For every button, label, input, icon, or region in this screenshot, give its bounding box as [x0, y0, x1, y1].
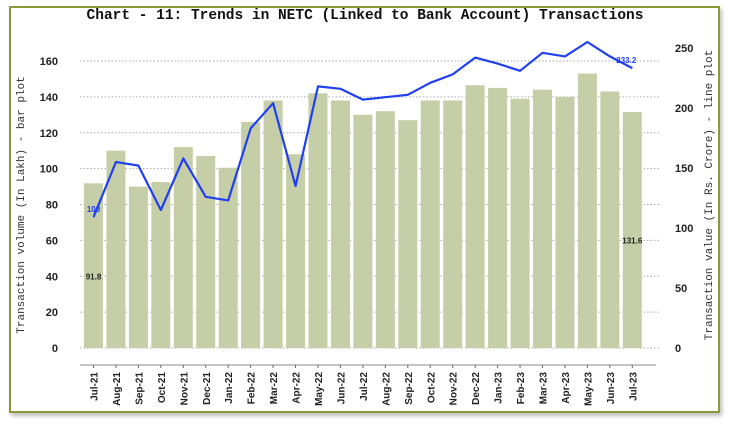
x-tick-label: Oct-21: [157, 372, 168, 404]
bar-Oct-21: [151, 182, 171, 348]
bar-Mar-23: [533, 89, 552, 348]
x-tick-label: Apr-22: [292, 372, 303, 404]
x-tick-label: Aug-22: [381, 372, 392, 406]
bar-Oct-22: [420, 100, 440, 349]
x-tick-label: Nov-21: [179, 372, 190, 406]
bar-Jan-22: [218, 167, 238, 348]
x-tick-label: Jul-23: [628, 372, 639, 401]
y-right-tick-label: 150: [675, 163, 693, 175]
bar-Apr-22: [286, 154, 306, 348]
y-left-tick-label: 20: [46, 307, 58, 319]
y-left-tick-label: 0: [52, 343, 58, 355]
x-tick-label: May-23: [583, 372, 594, 406]
chart-title: Chart - 11: Trends in NETC (Linked to Ba…: [86, 8, 644, 24]
bar-Nov-22: [443, 100, 463, 349]
y-right-tick-label: 100: [675, 223, 693, 235]
bar-Jul-21: [84, 183, 103, 348]
y-left-tick-label: 120: [40, 128, 58, 140]
x-tick-label: Apr-23: [561, 372, 572, 404]
x-tick-label: Jul-22: [359, 372, 370, 401]
bar-Apr-23: [555, 96, 575, 348]
bar-May-23: [577, 73, 597, 349]
x-tick-label: Jun-22: [336, 372, 347, 405]
y-left-tick-label: 160: [40, 56, 58, 68]
x-tick-label: May-22: [314, 372, 325, 406]
x-tick-label: Mar-23: [539, 372, 550, 405]
x-tick-label: Feb-23: [516, 372, 527, 405]
y-left-tick-label: 100: [40, 164, 58, 176]
y-right-tick-label: 200: [675, 103, 693, 115]
x-tick-label: Sep-22: [404, 372, 415, 405]
bar-May-22: [308, 93, 328, 348]
x-tick-label: Jan-22: [224, 372, 235, 404]
y-right-tick-label: 250: [675, 43, 693, 55]
bar-Jul-22: [353, 114, 373, 348]
y-right-tick-label: 0: [675, 343, 681, 355]
bar-Jun-22: [330, 100, 350, 349]
bar-Sep-22: [398, 120, 418, 348]
bar-Dec-21: [196, 156, 216, 348]
x-tick-label: Oct-22: [426, 372, 437, 404]
bar-Nov-21: [173, 147, 193, 348]
bar-Sep-21: [128, 186, 148, 348]
x-tick-label: Aug-21: [112, 372, 123, 406]
bar-Jul-23: [622, 111, 642, 348]
bar-Dec-22: [465, 85, 485, 348]
y-left-tick-label: 80: [46, 200, 58, 212]
bar-Jan-23: [488, 87, 508, 348]
x-tick-label: Dec-21: [202, 372, 213, 405]
bar-Mar-22: [263, 100, 283, 349]
bar-Aug-22: [375, 111, 395, 348]
x-tick-label: Nov-22: [449, 372, 460, 406]
bar-Feb-23: [510, 98, 530, 348]
value-line: [92, 40, 633, 218]
y-left-tick-label: 140: [40, 92, 58, 104]
bar-Aug-21: [106, 150, 126, 348]
y-right-tick-label: 50: [675, 283, 687, 295]
x-tick-label: Jan-23: [494, 372, 505, 404]
bar-Jun-23: [600, 91, 620, 349]
bar-data-label-last: 131.6: [622, 236, 643, 245]
y-left-tick-label: 40: [46, 271, 58, 283]
y-right-axis-title: Transaction value (In Rs. Crore) - line …: [704, 50, 716, 340]
line-data-label-first: 109: [87, 205, 101, 214]
bar-Feb-22: [241, 121, 261, 348]
y-left-axis-title: Transaction volume (In Lakh) - bar plot: [16, 76, 28, 333]
bar-data-label-first: 91.8: [86, 272, 102, 281]
x-tick-label: Dec-22: [471, 372, 482, 405]
y-left-tick-label: 60: [46, 235, 58, 247]
x-tick-label: Jul-21: [90, 372, 101, 401]
x-tick-label: Jun-23: [606, 372, 617, 405]
x-tick-label: Sep-21: [134, 372, 145, 405]
line-data-label-last: 233.2: [616, 56, 637, 65]
x-tick-label: Feb-22: [247, 372, 258, 405]
x-tick-label: Mar-22: [269, 372, 280, 405]
